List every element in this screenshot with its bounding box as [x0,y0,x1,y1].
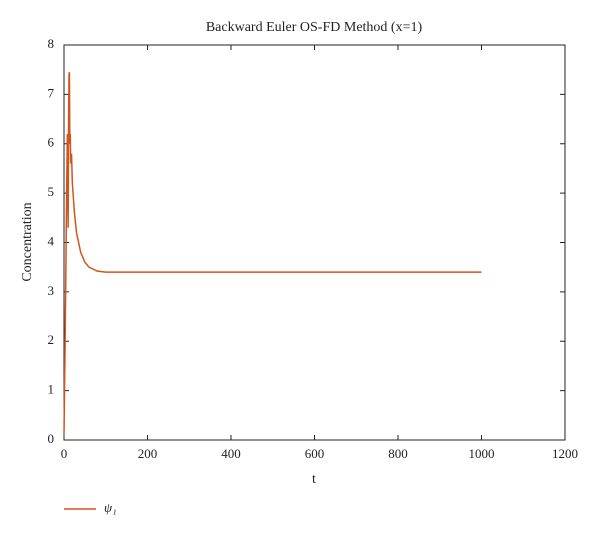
x-tick-label: 1000 [469,446,495,461]
y-tick-label: 1 [48,382,55,397]
y-tick-label: 7 [48,85,55,100]
y-tick-label: 0 [48,431,55,446]
y-axis-label: Concentration [20,202,35,281]
chart-title: Backward Euler OS-FD Method (x=1) [206,20,423,35]
x-axis-label: t [312,472,316,487]
y-tick-label: 3 [48,283,55,298]
legend-label: ψ₁ [104,500,117,515]
x-tick-label: 0 [61,446,68,461]
y-tick-label: 4 [48,233,55,248]
y-tick-label: 5 [48,184,55,199]
x-tick-label: 1200 [552,446,578,461]
y-tick-label: 2 [48,332,55,347]
x-tick-label: 200 [138,446,158,461]
y-tick-label: 6 [48,135,55,150]
x-tick-label: 800 [388,446,408,461]
plot-frame [63,44,566,441]
x-tick-label: 400 [221,446,241,461]
y-tick-label: 8 [48,36,55,51]
x-tick-label: 600 [305,446,325,461]
data-line [63,72,482,436]
